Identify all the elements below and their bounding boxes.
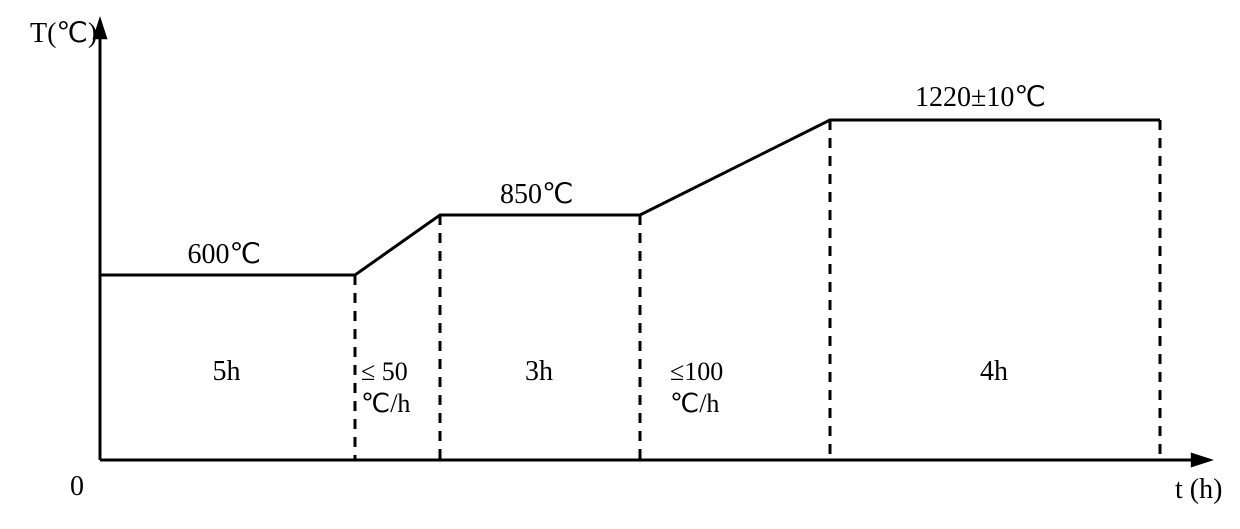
ramp-1-rate-b: ℃/h (361, 389, 410, 418)
ramp-1-rate-a: ≤ 50 (361, 357, 408, 386)
x-axis-label: t (h) (1175, 474, 1222, 505)
ramp-2-rate-b: ℃/h (670, 389, 719, 418)
segment-1-duration: 5h (213, 356, 241, 387)
y-axis-label: T(℃) (30, 18, 97, 49)
ramp-2-rate-a: ≤100 (670, 357, 723, 386)
temp-label-850: 850℃ (500, 179, 573, 210)
x-axis-arrow (1191, 453, 1214, 468)
segment-3-duration: 4h (980, 356, 1008, 387)
temp-label-600: 600℃ (188, 239, 261, 270)
segment-2-duration: 3h (525, 356, 553, 387)
origin-label: 0 (70, 471, 84, 502)
temp-label-1220: 1220±10℃ (915, 82, 1046, 113)
temperature-time-diagram: T(℃) t (h) 0 600℃ 850℃ 1220±10℃ 5h ≤ 50 ℃/h 3h ≤10… (0, 0, 1240, 529)
